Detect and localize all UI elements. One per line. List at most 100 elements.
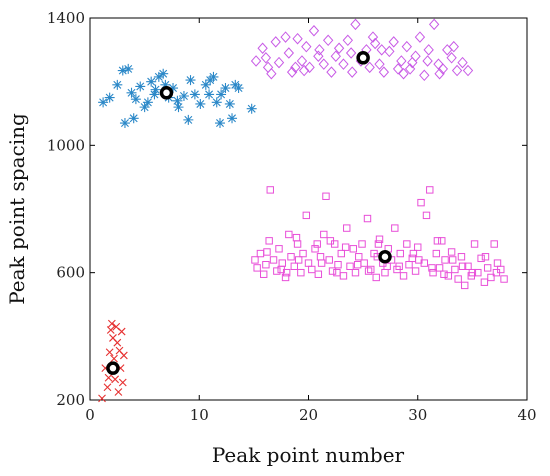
data-point — [351, 268, 360, 277]
data-point — [270, 36, 281, 48]
data-point — [280, 31, 291, 43]
data-point — [345, 47, 357, 59]
data-point — [462, 64, 474, 77]
data-point — [317, 259, 326, 267]
data-point — [358, 240, 366, 248]
data-point — [433, 237, 442, 245]
data-point — [458, 262, 467, 271]
data-point — [106, 326, 115, 334]
data-point — [434, 67, 445, 80]
data-point — [149, 89, 160, 100]
data-point — [250, 55, 262, 67]
data-point — [407, 56, 418, 69]
data-point — [398, 67, 409, 80]
data-point — [142, 97, 153, 108]
data-point — [342, 34, 354, 47]
data-point — [446, 52, 457, 64]
data-point — [215, 118, 226, 129]
data-point — [160, 79, 171, 90]
data-point — [178, 90, 189, 101]
data-point — [440, 270, 448, 278]
data-point — [117, 327, 126, 336]
y-axis-title: Peak point spacing — [5, 113, 29, 305]
data-point — [216, 89, 227, 100]
data-point — [343, 224, 351, 232]
data-point — [376, 44, 387, 56]
data-point — [500, 275, 508, 283]
data-point — [395, 262, 403, 271]
x-tick-label: 20 — [299, 406, 318, 424]
data-point — [266, 186, 274, 194]
data-point — [296, 55, 308, 67]
plot-area — [89, 17, 528, 401]
data-point — [204, 89, 215, 100]
data-point — [113, 338, 122, 347]
data-point — [326, 66, 337, 78]
data-point — [286, 66, 298, 78]
data-point — [391, 224, 399, 232]
data-point — [411, 267, 420, 275]
data-point — [104, 373, 113, 382]
centroid-marker — [378, 250, 392, 264]
data-point — [114, 388, 123, 396]
data-point — [422, 55, 433, 67]
data-point — [262, 261, 270, 269]
data-point — [487, 273, 495, 282]
data-point — [350, 18, 361, 31]
data-point — [294, 256, 303, 264]
y-tick-label: 200 — [56, 391, 85, 409]
data-point — [374, 58, 385, 70]
data-point — [403, 240, 411, 248]
data-point — [414, 243, 422, 251]
data-point — [314, 270, 323, 278]
data-point — [388, 36, 399, 48]
data-point — [435, 264, 444, 272]
data-point — [337, 249, 345, 258]
centroid-marker — [106, 361, 120, 375]
tick-labels: 0 10 20 30 40 200 600 1000 1400 — [47, 9, 537, 424]
data-point — [123, 63, 134, 74]
data-point — [409, 249, 418, 258]
data-point — [168, 83, 179, 94]
data-point — [338, 58, 349, 70]
data-point — [392, 63, 404, 75]
data-point — [265, 237, 273, 245]
data-markers — [98, 18, 508, 403]
data-point — [328, 267, 337, 275]
data-point — [372, 273, 380, 282]
data-point — [474, 268, 482, 277]
data-point — [189, 89, 200, 100]
data-point — [126, 87, 137, 98]
data-point — [444, 272, 453, 280]
data-point — [447, 248, 456, 256]
data-point — [111, 375, 120, 384]
data-point — [105, 348, 114, 357]
data-point — [468, 268, 477, 277]
data-point — [146, 76, 157, 87]
data-point — [158, 68, 169, 79]
data-point — [426, 186, 434, 194]
data-point — [428, 264, 436, 272]
data-point — [292, 32, 303, 45]
data-point — [298, 64, 310, 77]
data-point — [266, 67, 277, 80]
data-point — [297, 268, 305, 277]
data-point — [311, 245, 319, 253]
data-point — [457, 253, 466, 261]
data-point — [451, 64, 463, 77]
data-point — [326, 237, 335, 245]
data-point — [283, 47, 295, 59]
data-point — [173, 102, 184, 113]
data-point — [423, 44, 434, 56]
data-point — [346, 262, 354, 271]
data-point — [457, 56, 468, 69]
data-point — [419, 69, 430, 82]
data-point — [104, 92, 115, 103]
x-tick-label: 10 — [190, 406, 209, 424]
data-point — [119, 351, 128, 360]
x-tick-label: 40 — [517, 406, 536, 424]
data-point — [483, 264, 492, 272]
data-point — [260, 270, 268, 278]
data-point — [454, 275, 462, 283]
data-point — [185, 75, 196, 86]
